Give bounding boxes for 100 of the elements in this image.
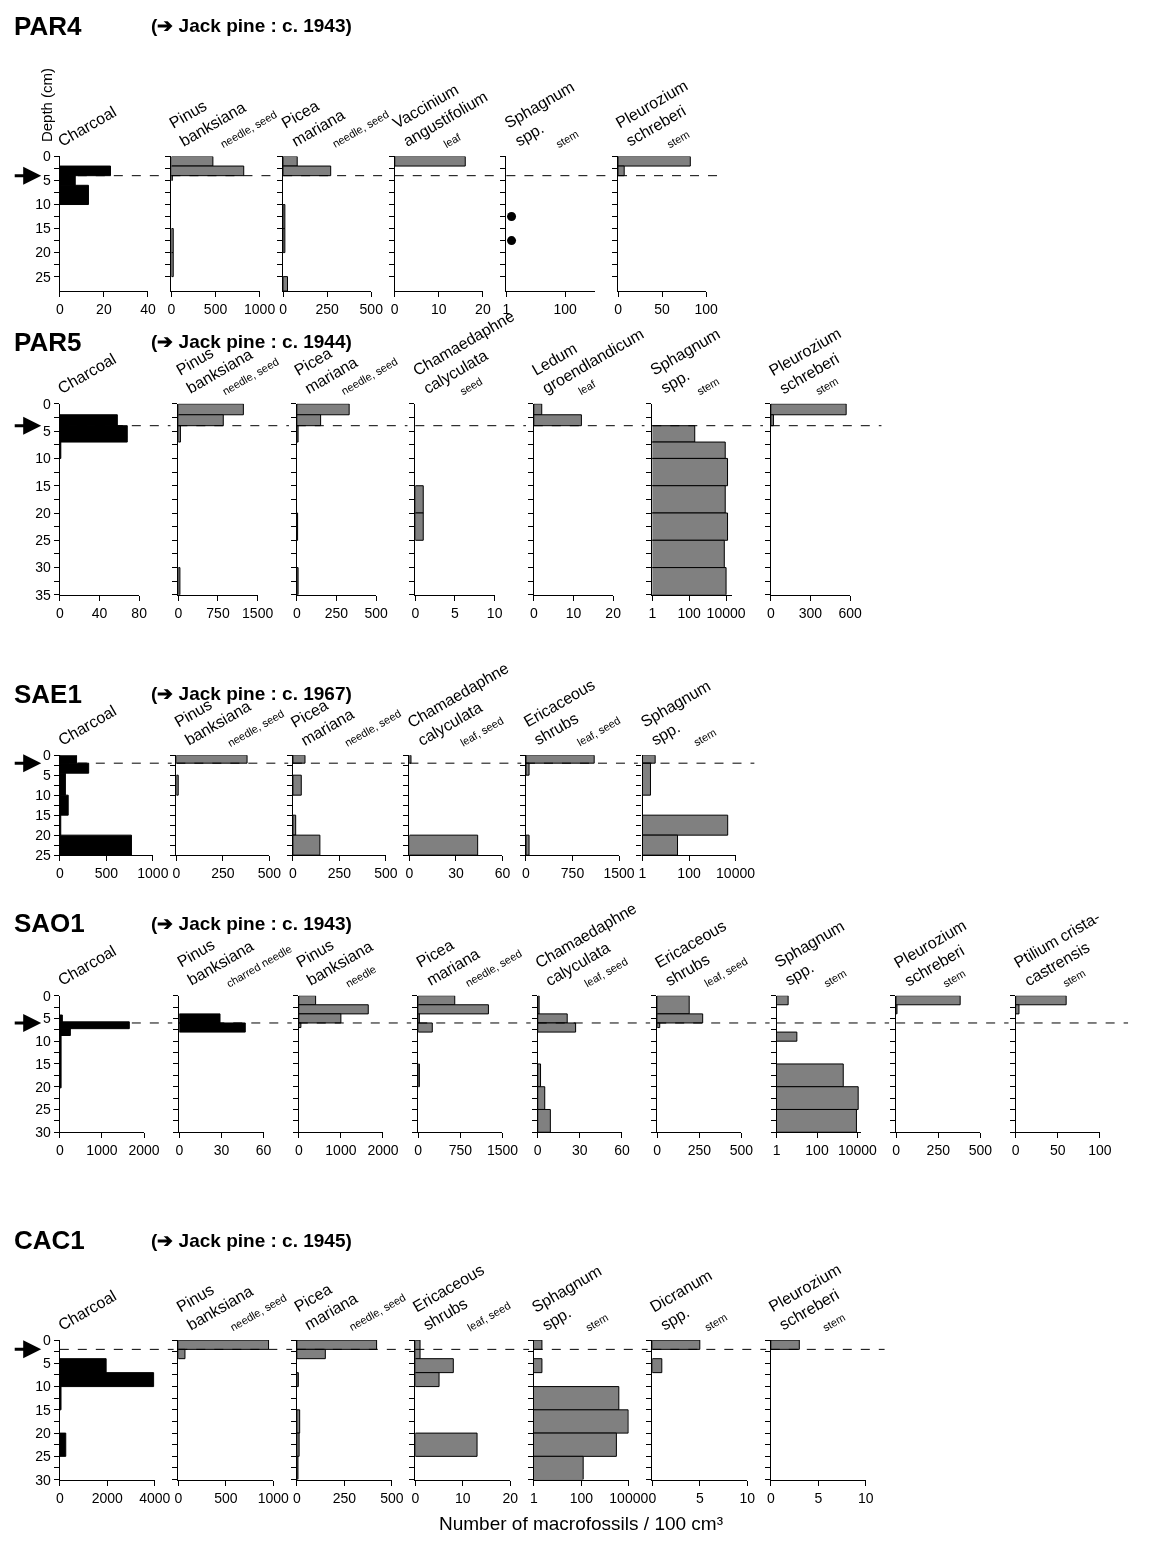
x-tick-label: 0 <box>653 1142 662 1159</box>
x-axis-title: Number of macrofossils / 100 cm³ <box>439 1513 724 1534</box>
y-tick-label: 15 <box>35 477 52 494</box>
x-tick-label: 0 <box>55 865 64 882</box>
text: (➔ Jack pine : c. 1945) <box>151 1230 352 1251</box>
x-tick-label: 40 <box>140 300 156 317</box>
x-tick-label: 750 <box>206 604 230 621</box>
y-axis-title: Depth (cm) <box>38 67 56 143</box>
y-tick-label: 30 <box>35 1471 52 1488</box>
x-tick-label: 10 <box>565 604 582 621</box>
x-tick-label: 500 <box>968 1142 993 1159</box>
x-tick-label: 30 <box>448 865 464 882</box>
x-tick-label: 0 <box>292 1489 301 1506</box>
x-tick-label: 10000 <box>706 604 746 621</box>
x-tick-label: 500 <box>364 604 389 621</box>
x-tick-label: 40 <box>91 604 108 621</box>
chart-subtitle: stem <box>553 127 581 150</box>
x-tick-label: 10 <box>858 1489 874 1506</box>
y-tick-label: 15 <box>35 220 52 237</box>
x-tick-label: 1 <box>772 1142 781 1159</box>
x-tick-label: 20 <box>502 1489 519 1506</box>
x-tick-label: 0 <box>279 300 288 317</box>
x-tick-label: 100 <box>569 1489 594 1506</box>
x-tick-label: 500 <box>380 1489 404 1506</box>
x-tick-label: 1 <box>638 865 647 882</box>
y-tick-label: 10 <box>35 1033 52 1050</box>
y-tick-label: 20 <box>35 244 52 261</box>
y-tick-label: 5 <box>43 1355 52 1372</box>
x-tick-label: 100 <box>805 1142 829 1159</box>
x-tick-label: 0 <box>648 1489 657 1506</box>
x-tick-label: 0 <box>55 604 64 621</box>
x-tick-label: 60 <box>614 1142 630 1159</box>
x-tick-label: 250 <box>315 300 340 317</box>
y-tick-label: 25 <box>35 268 52 285</box>
x-tick-label: 0 <box>390 300 399 317</box>
x-tick-label: 10000 <box>609 1489 649 1506</box>
y-tick-label: 30 <box>35 559 52 576</box>
x-tick-label: 750 <box>560 865 585 882</box>
x-tick-label: 100 <box>553 300 578 317</box>
x-tick-label: 10000 <box>716 865 756 882</box>
x-tick-label: 60 <box>255 1142 272 1159</box>
x-tick-label: 2000 <box>367 1142 399 1159</box>
y-tick-label: 15 <box>35 1401 52 1418</box>
x-tick-label: 100 <box>677 865 701 882</box>
x-tick-label: 250 <box>327 865 352 882</box>
x-tick-label: 500 <box>203 300 228 317</box>
chart-subtitle: stem <box>702 1310 730 1334</box>
x-tick-label: 100 <box>677 604 702 621</box>
x-tick-label: 1500 <box>603 865 635 882</box>
x-tick-label: 2000 <box>91 1489 124 1506</box>
y-tick-label: 10 <box>35 196 52 213</box>
x-tick-label: 80 <box>131 604 148 621</box>
x-tick-label: 0 <box>414 1142 423 1159</box>
y-tick-label: 25 <box>35 847 52 864</box>
x-tick-label: 250 <box>687 1142 712 1159</box>
x-tick-label: 20 <box>96 300 112 317</box>
y-tick-label: 25 <box>35 1448 52 1465</box>
x-tick-label: 0 <box>289 865 297 882</box>
x-tick-label: 0 <box>533 1142 542 1159</box>
x-tick-label: 10 <box>486 604 503 621</box>
y-tick-label: 20 <box>35 504 52 521</box>
x-tick-label: 0 <box>411 604 420 621</box>
x-tick-label: 500 <box>359 300 384 317</box>
chart-subtitle: stem <box>694 374 722 398</box>
x-tick-label: 30 <box>213 1142 230 1159</box>
chart-subtitle: stem <box>821 966 849 990</box>
x-tick-label: 1 <box>529 1489 538 1506</box>
x-tick-label: 0 <box>55 1489 64 1506</box>
y-tick-label: 0 <box>43 148 52 165</box>
y-tick-label: 0 <box>43 747 52 764</box>
y-tick-label: 0 <box>43 395 52 412</box>
text: CAC1 <box>14 1225 85 1255</box>
x-tick-label: 0 <box>892 1142 901 1159</box>
x-tick-label: 0 <box>55 300 64 317</box>
x-tick-label: 300 <box>798 604 823 621</box>
x-tick-label: 500 <box>374 865 398 882</box>
text: PAR5 <box>14 327 82 357</box>
x-tick-label: 0 <box>614 300 623 317</box>
x-tick-label: 60 <box>494 865 511 882</box>
x-tick-label: 600 <box>838 604 863 621</box>
x-tick-label: 4000 <box>139 1489 171 1506</box>
x-tick-label: 1500 <box>242 604 274 621</box>
y-tick-label: 5 <box>43 423 52 440</box>
x-tick-label: 0 <box>294 1142 303 1159</box>
y-tick-label: 15 <box>35 807 52 824</box>
text: PAR4 <box>14 11 82 41</box>
y-tick-label: 25 <box>35 1101 52 1118</box>
x-tick-label: 0 <box>411 1489 420 1506</box>
x-tick-label: 2000 <box>128 1142 160 1159</box>
x-tick-label: 0 <box>405 865 414 882</box>
x-tick-label: 30 <box>572 1142 588 1159</box>
y-tick-label: 5 <box>43 172 52 189</box>
y-tick-label: 25 <box>35 532 52 549</box>
y-tick-label: 5 <box>43 767 52 784</box>
x-tick-label: 0 <box>167 300 176 317</box>
chart-subtitle: stem <box>691 726 719 749</box>
y-tick-label: 35 <box>35 586 52 603</box>
chart-subtitle: stem <box>583 1311 611 1334</box>
x-tick-label: 0 <box>292 604 301 621</box>
text: (➔ Jack pine : c. 1943) <box>151 15 352 36</box>
